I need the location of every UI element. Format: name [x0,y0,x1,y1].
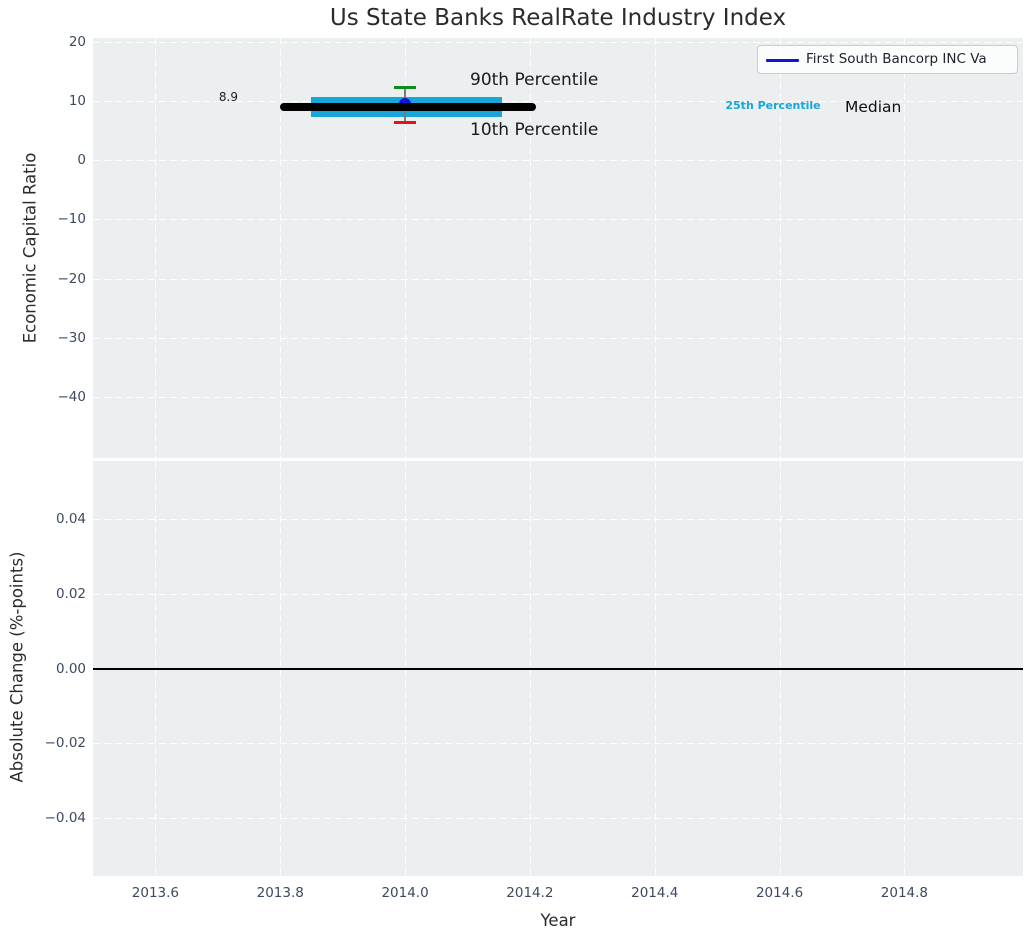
bottom-plot-area [93,461,1023,876]
grid-line-y [93,279,1023,280]
p10-tick [394,121,416,124]
top-plot-area: 8.9 90th Percentile 10th Percentile 25th… [93,38,1023,458]
x-tick-label: 2014.2 [485,884,575,902]
legend-line-swatch [766,59,799,62]
zero-line [93,668,1023,670]
y-tick-label: 10 [0,92,86,110]
grid-line-y [93,160,1023,161]
y-tick-label: −40 [0,388,86,406]
y-tick-label: −10 [0,210,86,228]
p10-percentile-label: 10th Percentile [470,119,598,141]
x-tick-label: 2014.0 [360,884,450,902]
grid-line-y [93,42,1023,43]
x-tick-label: 2013.8 [235,884,325,902]
p90-percentile-label: 90th Percentile [470,69,598,91]
grid-line-y [93,338,1023,339]
top-y-axis-label: Economic Capital Ratio [21,153,40,344]
grid-line-y [93,519,1023,520]
grid-line-y [93,397,1023,398]
median-line [280,103,536,111]
p90-tick [394,86,416,89]
grid-line-y [93,743,1023,744]
y-tick-label: 0 [0,151,86,169]
x-axis-label: Year [93,911,1023,930]
x-tick-label: 2014.6 [735,884,825,902]
x-tick-label: 2014.8 [859,884,949,902]
legend-series-label: First South Bancorp INC Va [806,46,987,73]
median-label: Median [845,97,901,117]
y-tick-label: 0.04 [0,510,86,528]
x-tick-label: 2013.6 [110,884,200,902]
y-tick-label: −20 [0,270,86,288]
figure: Us State Banks RealRate Industry Index 8… [0,0,1034,942]
p25-percentile-label: 25th Percentile [713,99,833,113]
grid-line-y [93,219,1023,220]
x-tick-label: 2014.4 [610,884,700,902]
legend: First South Bancorp INC Va [757,45,1018,74]
company-value-annotation: 8.9 [188,90,238,104]
chart-title: Us State Banks RealRate Industry Index [93,5,1023,31]
y-tick-label: −30 [0,329,86,347]
y-tick-label: 20 [0,33,86,51]
y-tick-label: −0.04 [0,809,86,827]
grid-line-y [93,594,1023,595]
y-tick-label: 0.00 [0,660,86,678]
grid-line-y [93,818,1023,819]
y-tick-label: 0.02 [0,585,86,603]
y-tick-label: −0.02 [0,734,86,752]
